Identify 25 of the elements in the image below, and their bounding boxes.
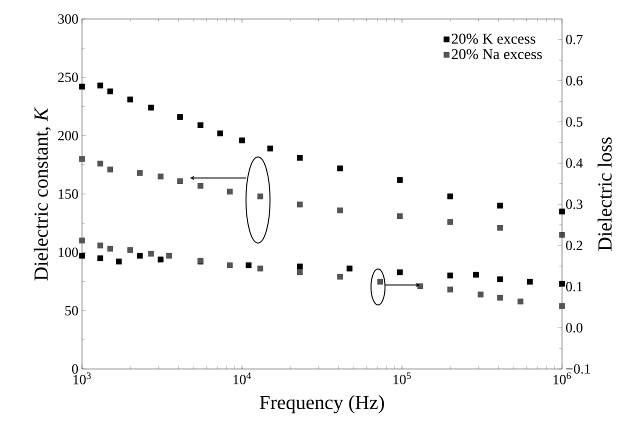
y2-tick-label: 0.5 [566, 117, 582, 127]
y-tick-label: 100 [58, 248, 78, 258]
y2-axis-title: Dielectric loss [598, 137, 612, 251]
y-tick-label: 250 [58, 72, 78, 82]
y2-tick-label: 0.6 [566, 76, 583, 86]
y-tick-label: 150 [58, 189, 78, 199]
y2-tick-label: 0.1 [566, 282, 582, 292]
x-axis-title: Frequency (Hz) [260, 395, 384, 414]
y2-tick-label: 0.3 [566, 200, 582, 210]
y2-tick-label: 0.2 [566, 240, 582, 250]
legend-label: 20% K excess [452, 34, 536, 44]
y-tick-label: 200 [58, 130, 78, 140]
y-tick-label: 50 [65, 306, 78, 316]
y-axis-title: Dielectric constant, K [34, 106, 51, 280]
y2-tick-label: −0.1 [566, 364, 590, 374]
y2-tick-label: 0.0 [566, 323, 582, 333]
y-tick-label: 0 [72, 364, 78, 374]
y2-tick-label: 0.7 [566, 34, 583, 44]
y-tick-label: 300 [58, 14, 78, 24]
x-tick-label: 10$^{3}$ [74, 372, 91, 384]
legend-label: 20% Na excess [452, 49, 542, 60]
x-tick-label: 10$^{4}$ [234, 372, 252, 384]
y2-tick-label: 0.4 [566, 158, 583, 168]
x-tick-label: 10$^{6}$ [554, 372, 571, 384]
x-tick-label: 10$^{5}$ [394, 372, 411, 384]
